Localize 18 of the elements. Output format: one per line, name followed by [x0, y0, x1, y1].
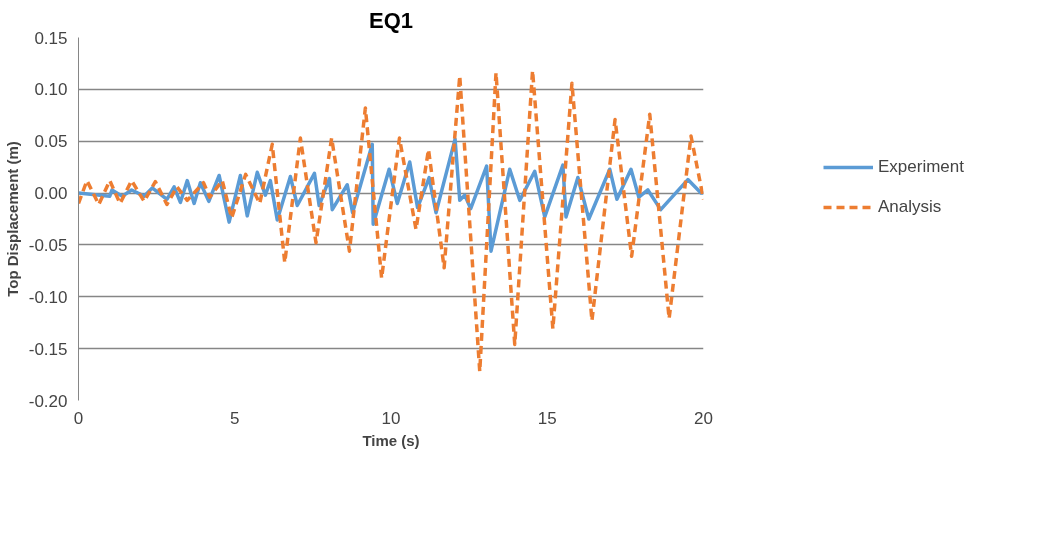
y-tick-label: -0.15 — [28, 339, 68, 359]
chart-title: EQ1 — [368, 7, 414, 33]
y-tick-label: -0.10 — [28, 287, 68, 307]
y-tick-label: 0.00 — [34, 184, 68, 204]
y-tick-label: 0.15 — [34, 28, 68, 48]
y-tick-label: -0.20 — [28, 391, 68, 411]
legend-label: Analysis — [878, 197, 942, 217]
x-tick-label: 10 — [381, 408, 401, 428]
x-tick-label: 5 — [230, 408, 240, 428]
y-tick-label: -0.05 — [28, 235, 68, 255]
y-tick-label: 0.05 — [34, 132, 68, 152]
x-tick-label: 0 — [73, 408, 84, 428]
legend-label: Experiment — [878, 157, 964, 177]
x-tick-label: 20 — [694, 408, 713, 428]
y-tick-label: 0.10 — [34, 80, 68, 100]
x-axis-title: Time (s) — [362, 431, 420, 449]
y-axis-title: Top Displacement (m) — [3, 141, 21, 297]
x-tick-label: 15 — [537, 408, 557, 428]
